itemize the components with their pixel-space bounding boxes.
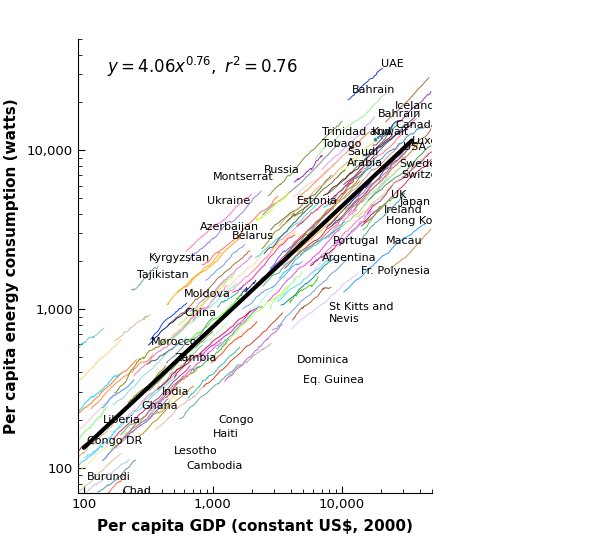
Text: Burundi: Burundi [86,472,131,482]
Text: Estonia: Estonia [297,196,338,206]
Text: Chad: Chad [123,486,152,496]
Text: Russia: Russia [264,165,300,175]
Text: Argentina: Argentina [322,253,376,263]
Text: Morocco: Morocco [151,337,197,347]
Text: UK: UK [391,190,406,200]
Text: Montserrat: Montserrat [213,172,274,182]
Text: Tajikistan: Tajikistan [137,270,189,279]
Text: Ghana: Ghana [142,402,178,412]
Text: Iceland: Iceland [395,101,436,111]
Text: Sweden: Sweden [400,159,444,169]
Text: Saudi
Arabia: Saudi Arabia [347,147,383,169]
Text: Macau: Macau [386,236,422,246]
X-axis label: Per capita GDP (constant US$, 2000): Per capita GDP (constant US$, 2000) [97,519,413,534]
Text: Belarus: Belarus [232,231,274,241]
Text: Trinidad and
Tobago: Trinidad and Tobago [322,127,391,148]
Text: $y = 4.06x^{0.76},\ r^2 = 0.76$: $y = 4.06x^{0.76},\ r^2 = 0.76$ [107,55,297,79]
Text: Switzerland: Switzerland [401,170,467,180]
Text: China: China [184,308,216,318]
Text: Eq. Guinea: Eq. Guinea [303,375,364,385]
Text: India: India [161,388,189,398]
Text: UAE: UAE [380,59,403,69]
Text: Cambodia: Cambodia [186,461,242,471]
Text: Congo DR: Congo DR [86,436,142,446]
Text: Hong Kong: Hong Kong [386,216,446,226]
Text: Lesotho: Lesotho [174,446,218,456]
Text: Zambia: Zambia [174,353,217,363]
Text: Luxembourg: Luxembourg [412,136,482,146]
Text: Canada: Canada [395,120,438,130]
Text: Ukraine: Ukraine [207,196,250,206]
Y-axis label: Per capita energy consumption (watts): Per capita energy consumption (watts) [4,98,19,434]
Text: Bahrain: Bahrain [378,109,421,119]
Text: Portugal: Portugal [333,236,379,246]
Text: Kyrgyzstan: Kyrgyzstan [149,253,211,263]
Text: Liberia: Liberia [103,416,140,426]
Text: Moldova: Moldova [184,289,231,299]
Text: Fr. Polynesia: Fr. Polynesia [361,265,430,276]
Text: Dominica: Dominica [297,355,350,365]
Text: Azerbaijan: Azerbaijan [200,222,260,232]
Text: Congo: Congo [218,416,254,426]
Text: Kuwait: Kuwait [371,127,409,137]
Text: Bahrain: Bahrain [352,85,395,95]
Text: St Kitts and
Nevis: St Kitts and Nevis [329,302,394,324]
Text: Ireland: Ireland [383,205,422,215]
Text: USA: USA [403,142,427,152]
Text: Haiti: Haiti [213,428,239,438]
Text: Japan: Japan [400,198,431,207]
